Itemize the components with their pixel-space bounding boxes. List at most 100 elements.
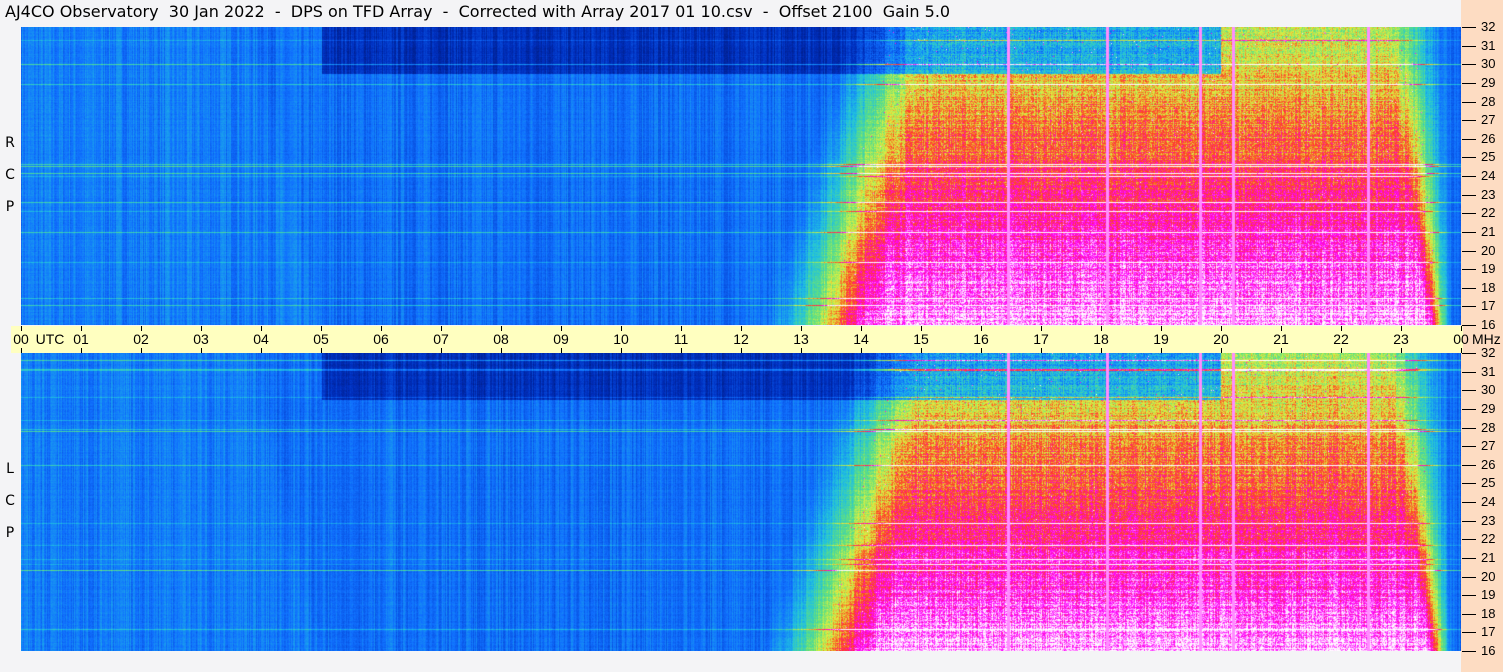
y-tick-label: 22: [1481, 531, 1496, 547]
x-tick-label: 02: [133, 331, 149, 347]
x-tick: [141, 348, 142, 353]
x-tick: [981, 348, 982, 353]
rcp-spectrogram: [21, 27, 1461, 325]
y-tick: [1462, 613, 1476, 615]
y-tick-label: 32: [1481, 19, 1496, 34]
x-tick: [1101, 348, 1102, 353]
panel-label-letter: L: [6, 461, 14, 477]
y-tick-label: 27: [1481, 438, 1496, 454]
y-tick: [1462, 371, 1476, 373]
y-tick: [1462, 557, 1476, 559]
x-tick-label: 22: [1333, 331, 1349, 347]
x-tick-label: 13: [793, 331, 809, 347]
x-tick: [21, 348, 22, 353]
x-tick-label: 07: [433, 331, 449, 347]
x-tick: [321, 326, 322, 331]
x-tick-label: 12: [733, 331, 749, 347]
y-tick-label: 26: [1481, 456, 1496, 472]
time-axis: 00 01 02 03 04 05 06 07 08 09 10 11 12 13 14 15 16 17 18 19…: [11, 326, 1469, 353]
y-tick: [1462, 408, 1476, 410]
y-tick-label: 17: [1481, 298, 1496, 314]
x-tick-label: 14: [853, 331, 869, 347]
y-tick: [1462, 483, 1476, 485]
y-axis-unit: MHz: [1472, 331, 1501, 347]
panel-label-letter: P: [5, 199, 15, 215]
y-tick: [1462, 306, 1476, 308]
x-tick-label: 00: [13, 331, 29, 347]
x-tick: [801, 348, 802, 353]
panel-label-letter: R: [5, 135, 15, 151]
x-tick-label: 15: [913, 331, 929, 347]
x-tick: [1221, 326, 1222, 331]
x-tick: [861, 326, 862, 331]
lcp-heatmap: [21, 353, 1461, 651]
x-tick: [441, 326, 442, 331]
y-tick-label: 20: [1481, 568, 1496, 584]
y-tick-label: 18: [1481, 605, 1496, 621]
x-tick: [741, 348, 742, 353]
y-tick-label: 19: [1481, 261, 1496, 277]
y-tick: [1462, 595, 1476, 597]
x-tick: [441, 348, 442, 353]
y-tick: [1462, 138, 1476, 140]
x-tick: [1401, 348, 1402, 353]
y-tick: [1462, 353, 1476, 354]
y-tick: [1462, 194, 1476, 196]
x-tick: [1221, 348, 1222, 353]
x-tick-label: 09: [553, 331, 569, 347]
x-tick: [681, 348, 682, 353]
x-tick-label: 00: [1453, 331, 1469, 347]
x-tick: [1401, 326, 1402, 331]
x-tick: [861, 348, 862, 353]
y-tick: [1462, 427, 1476, 429]
rcp-heatmap: [21, 27, 1461, 325]
x-tick: [381, 348, 382, 353]
y-tick-label: 24: [1481, 168, 1496, 183]
y-tick-label: 16: [1481, 643, 1496, 658]
x-tick-label: 17: [1033, 331, 1049, 347]
y-tick: [1462, 287, 1476, 289]
x-tick: [81, 326, 82, 331]
x-tick: [921, 348, 922, 353]
chart-title: AJ4CO Observatory 30 Jan 2022 - DPS on T…: [5, 2, 951, 21]
y-tick-label: 26: [1481, 130, 1496, 146]
y-tick-label: 18: [1481, 279, 1496, 295]
y-tick-label: 25: [1481, 475, 1496, 491]
y-tick-label: 23: [1481, 512, 1496, 528]
x-tick: [921, 326, 922, 331]
x-tick: [741, 326, 742, 331]
x-tick: [201, 348, 202, 353]
x-tick: [1041, 326, 1042, 331]
y-tick-label: 29: [1481, 400, 1496, 416]
y-tick: [1462, 250, 1476, 252]
x-tick-label: 20: [1213, 331, 1229, 347]
y-tick-label: 28: [1481, 93, 1496, 109]
y-tick: [1462, 539, 1476, 541]
x-tick-label: 18: [1093, 331, 1109, 347]
y-tick: [1462, 520, 1476, 522]
y-tick-label: 21: [1481, 549, 1496, 565]
lcp-spectrogram: [21, 353, 1461, 651]
x-tick: [81, 348, 82, 353]
y-tick-label: 20: [1481, 242, 1496, 258]
x-tick: [1281, 326, 1282, 331]
y-tick: [1462, 446, 1476, 448]
x-tick-label: 06: [373, 331, 389, 347]
x-axis-unit: UTC: [35, 331, 65, 347]
x-tick: [381, 326, 382, 331]
y-tick: [1462, 231, 1476, 233]
y-tick: [1462, 576, 1476, 578]
y-tick-label: 29: [1481, 74, 1496, 90]
y-tick: [1462, 464, 1476, 466]
y-tick-label: 21: [1481, 223, 1496, 239]
x-tick: [1341, 348, 1342, 353]
x-tick-label: 19: [1153, 331, 1169, 347]
x-tick: [1461, 326, 1462, 331]
x-tick: [501, 326, 502, 331]
y-tick-label: 31: [1481, 37, 1496, 53]
x-tick: [21, 326, 22, 331]
x-tick: [801, 326, 802, 331]
x-tick: [321, 348, 322, 353]
y-tick-label: 19: [1481, 587, 1496, 603]
x-tick-label: 03: [193, 331, 209, 347]
